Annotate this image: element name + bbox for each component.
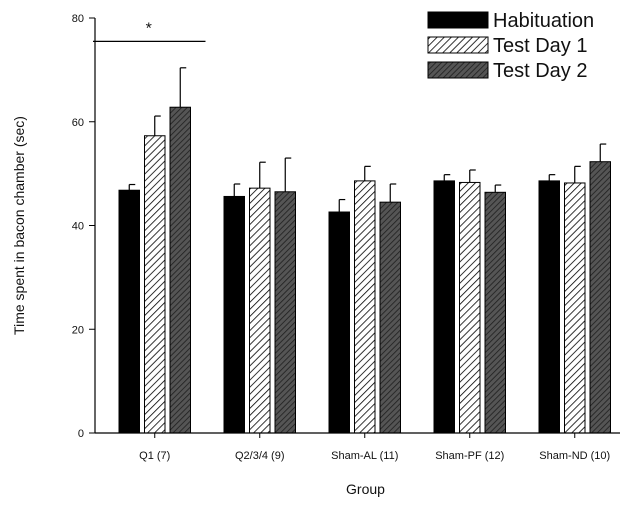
bar — [274, 191, 296, 434]
bar — [249, 187, 271, 434]
legend: Habituation Test Day 1 Test Day 2 — [427, 10, 594, 82]
bar — [169, 106, 191, 434]
x-tick-label: Q1 (7) — [139, 450, 170, 462]
y-axis-title: Time spent in bacon chamber (sec) — [11, 116, 27, 335]
x-axis-tick-labels: Q1 (7) Q2/3/4 (9) Sham-AL (11) Sham-PF (12)… — [139, 433, 610, 462]
bar — [538, 180, 560, 434]
legend-swatch-habituation — [427, 11, 489, 29]
significance-asterisk: * — [146, 20, 152, 37]
y-axis-ticks: 0 20 40 60 80 — [72, 13, 95, 440]
y-tick-label: 60 — [72, 117, 84, 129]
y-tick-label: 80 — [72, 13, 84, 25]
y-tick-label: 20 — [72, 324, 84, 336]
y-tick-label: 0 — [78, 428, 84, 440]
bar — [223, 195, 245, 434]
bar — [433, 180, 455, 434]
legend-label-test-day-1: Test Day 1 — [493, 35, 587, 57]
legend-swatch-test-day-2 — [427, 61, 489, 79]
bar — [379, 201, 401, 434]
x-tick-label: Sham-AL (11) — [331, 450, 398, 462]
legend-label-test-day-2: Test Day 2 — [493, 60, 587, 82]
bar — [484, 191, 506, 434]
bar — [459, 181, 481, 434]
bar — [564, 182, 586, 434]
x-tick-label: Sham-PF (12) — [435, 450, 504, 462]
bar — [144, 135, 166, 434]
legend-swatch-test-day-1 — [427, 36, 489, 54]
bar — [118, 189, 140, 434]
bar — [354, 180, 376, 434]
y-tick-label: 40 — [72, 221, 84, 233]
x-tick-label: Q2/3/4 (9) — [235, 450, 285, 462]
plot-area — [118, 67, 611, 434]
bar — [328, 211, 350, 434]
legend-label-habituation: Habituation — [493, 10, 594, 32]
x-axis-title: Group — [346, 481, 385, 497]
x-tick-label: Sham-ND (10) — [539, 450, 610, 462]
bar — [589, 161, 611, 434]
